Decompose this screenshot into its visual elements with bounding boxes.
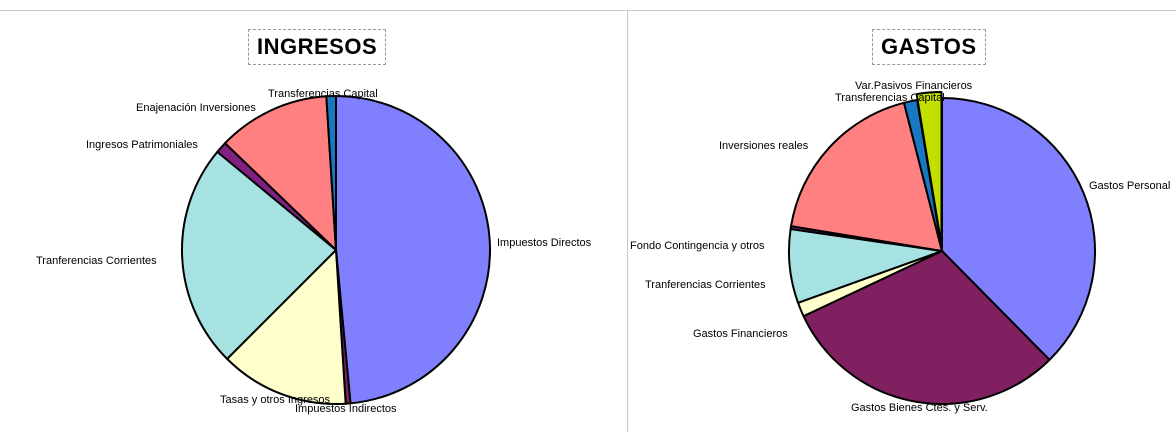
label-gastos-personal: Gastos Personal — [1089, 180, 1170, 192]
label-inversiones-reales: Inversiones reales — [719, 140, 809, 152]
gastos-title: GASTOS — [872, 29, 986, 65]
pie-slice-enajenaci-n-inversiones — [224, 95, 337, 251]
label-gastos-financieros: Gastos Financieros — [693, 328, 788, 340]
label-gastos-bienes: Gastos Bienes Ctes. y Serv. — [851, 402, 988, 414]
pie-slice-inversiones-reales — [790, 101, 943, 252]
label-tranferencias-corrientes: Tranferencias Corrientes — [645, 279, 766, 291]
label-impuestos-indirectos: Impuestos Indirectos — [295, 403, 397, 415]
ingresos-pie-chart: Impuestos Directos Impuestos Indirectos … — [36, 88, 592, 415]
label-enajenacion-inversiones: Enajenación Inversiones — [136, 102, 256, 114]
pie-slice-impuestos-directos — [335, 95, 491, 405]
pie-slice-transferencias-capital — [325, 95, 337, 251]
label-fondo-contingencia: Fondo Contingencia y otros — [630, 240, 765, 252]
label-transferencias-capital: Transferencias Capital — [835, 92, 945, 104]
label-ingresos-patrimoniales: Ingresos Patrimoniales — [86, 139, 198, 151]
label-impuestos-directos: Impuestos Directos — [497, 237, 592, 249]
gastos-panel: GASTOS Gastos Personal Gastos Bienes Cte… — [627, 10, 1176, 432]
gastos-pie-chart: Gastos Personal Gastos Bienes Ctes. y Se… — [630, 80, 1170, 414]
ingresos-panel: INGRESOS Impuestos Directos Impuestos In… — [0, 10, 626, 432]
pie-slice-tranferencias-corrientes — [181, 150, 337, 360]
label-tasas-otros-ingresos: Tasas y otros Ingresos — [220, 394, 331, 406]
label-transferencias-capital: Transferencias Capital — [268, 88, 378, 100]
ingresos-title: INGRESOS — [248, 29, 387, 65]
pie-slice-tasas-y-otros-ingresos — [226, 249, 347, 405]
pie-slice-gastos-personal — [941, 97, 1096, 361]
label-var-pasivos: Var.Pasivos Financieros — [855, 80, 973, 92]
pie-slice-gastos-bienes-ctes-y-serv — [802, 250, 1051, 405]
label-tranferencias-corrientes: Tranferencias Corrientes — [36, 255, 157, 267]
pie-slice-var-pasivos-financieros — [915, 91, 943, 247]
